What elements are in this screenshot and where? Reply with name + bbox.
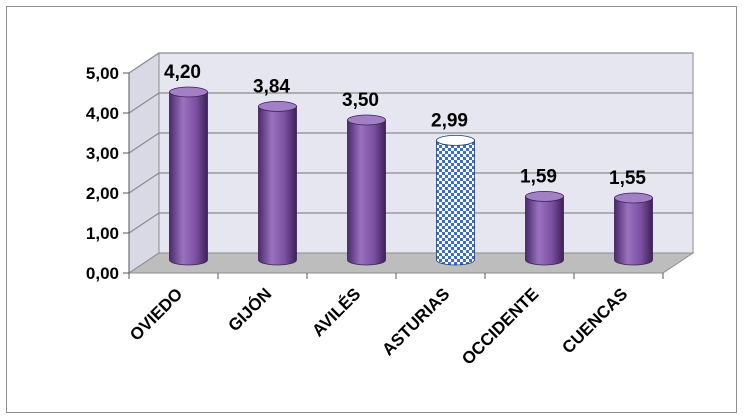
side-wall (128, 52, 160, 274)
category-label: OVIEDO (126, 284, 186, 344)
bar (347, 119, 386, 266)
back-wall (158, 52, 694, 254)
bar-top (614, 192, 653, 204)
category-label: GIJÓN (224, 284, 275, 335)
y-tick-label: 2,00 (86, 184, 119, 203)
category-label: CUENCAS (558, 284, 631, 357)
bar (169, 91, 208, 266)
bar (525, 196, 564, 266)
category-label: AVILÉS (308, 284, 364, 340)
gridline (128, 172, 693, 194)
y-tick-label: 5,00 (86, 64, 119, 83)
bar (436, 140, 475, 266)
bar (258, 106, 297, 266)
bar-top (258, 101, 297, 112)
bar-chart: 0,00 1,00 2,00 3,00 4,00 5,00 4,20 OVIEDO 3,84 GI… (86, 52, 695, 369)
y-tick-label: 1,00 (86, 224, 119, 243)
y-tick-label: 3,00 (86, 144, 119, 163)
bar-top (169, 86, 208, 98)
data-label: 3,84 (253, 76, 290, 97)
floor (127, 252, 695, 274)
gridline (128, 132, 693, 154)
y-tick-label: 0,00 (86, 264, 119, 283)
bar-top (525, 190, 564, 202)
data-label: 1,55 (609, 168, 646, 189)
data-label: 2,99 (431, 110, 468, 131)
y-tick-label: 4,00 (86, 104, 119, 123)
gridline (128, 212, 693, 234)
chart-frame: 0,00 1,00 2,00 3,00 4,00 5,00 4,20 OVIEDO 3,84 GI… (6, 6, 737, 413)
data-label: 3,50 (342, 90, 379, 111)
data-label: 1,59 (520, 166, 557, 187)
gridline (128, 92, 693, 114)
bar-top (347, 114, 386, 126)
category-label: ASTURIAS (378, 284, 453, 359)
data-label: 4,20 (164, 62, 201, 83)
bar-top (436, 134, 475, 146)
bar (614, 197, 653, 266)
category-label: OCCIDENTE (458, 284, 542, 368)
gridline (128, 52, 693, 74)
